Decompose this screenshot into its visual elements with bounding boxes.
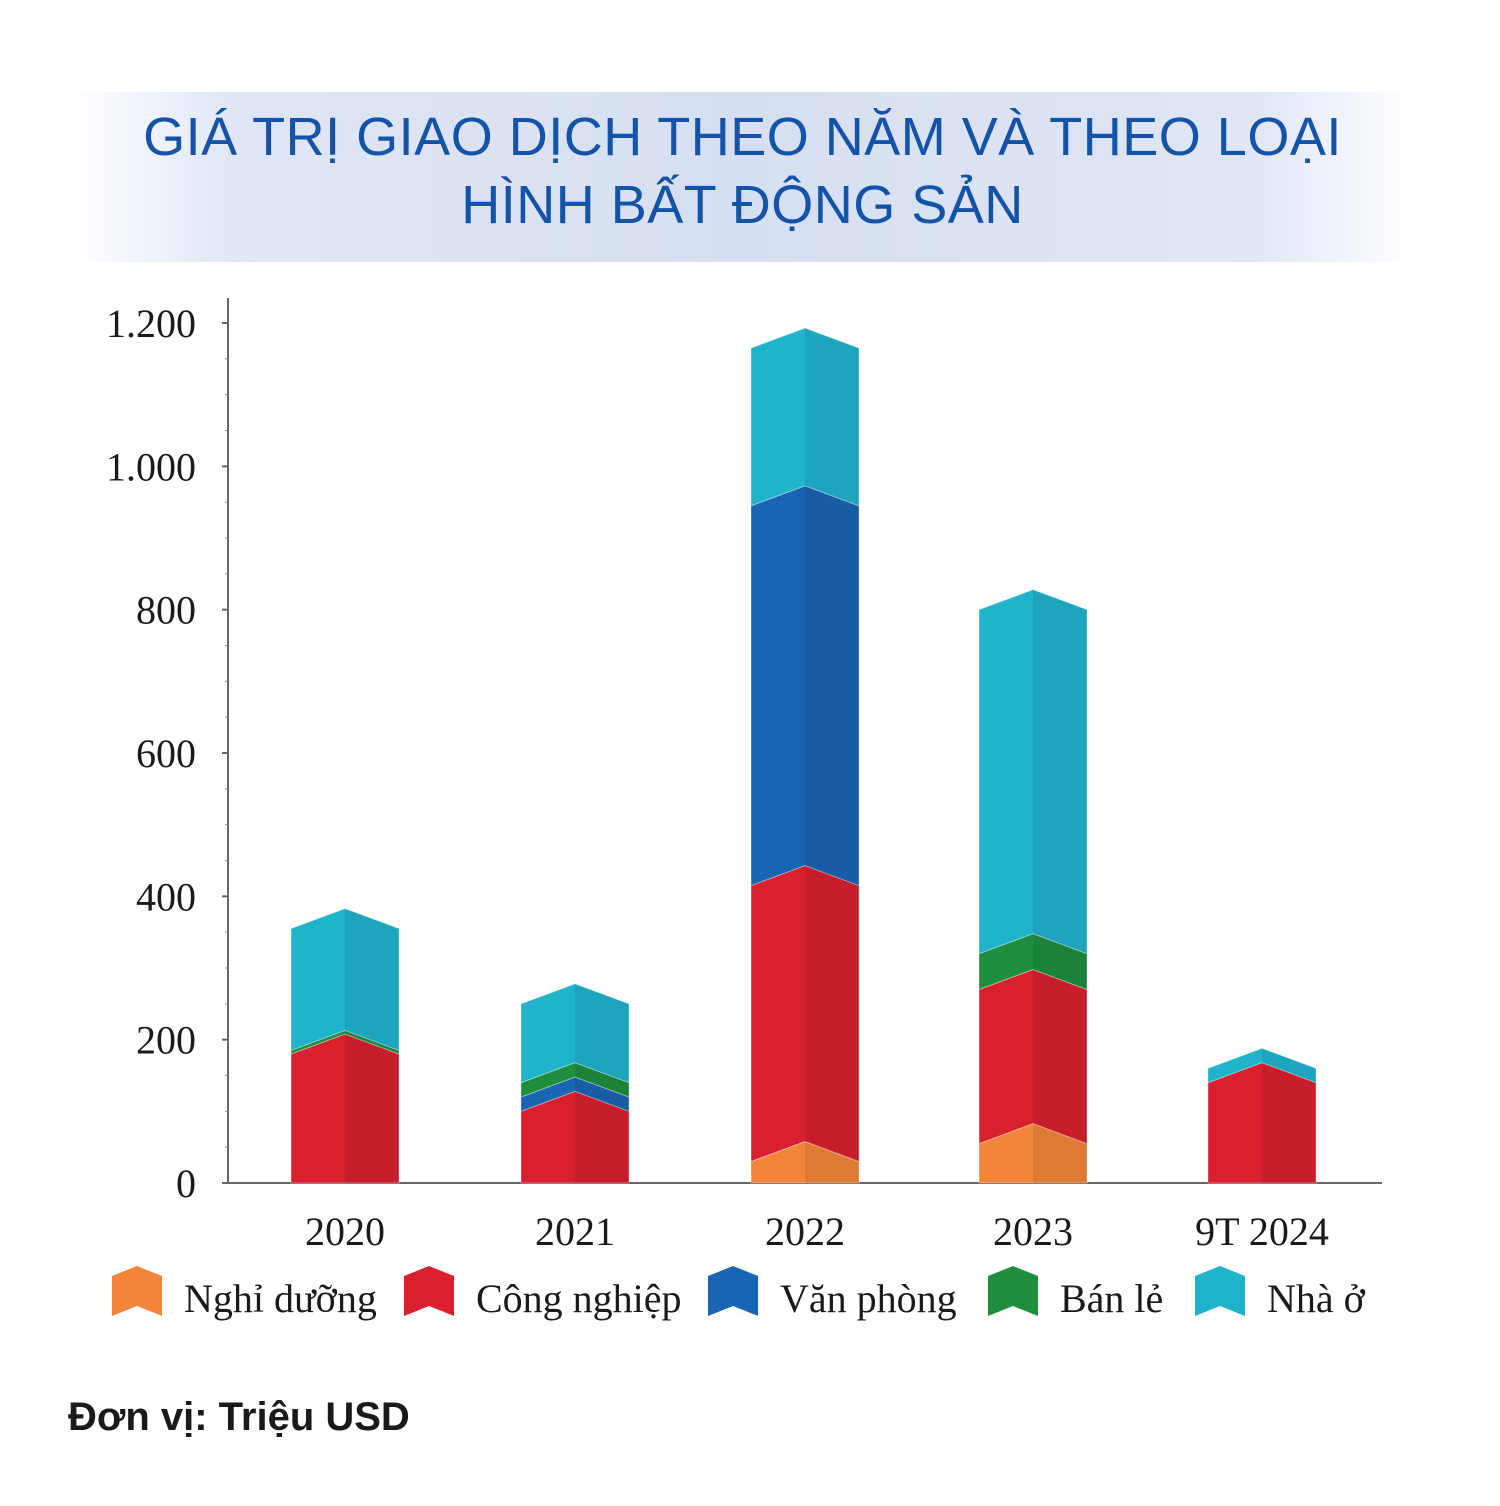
legend-swatch <box>708 1266 758 1316</box>
chart-title-band: GIÁ TRỊ GIAO DỊCH THEO NĂM VÀ THEO LOẠI … <box>70 92 1415 262</box>
bar-segment-shade <box>1033 969 1087 1144</box>
bar-segment-shade <box>805 1141 859 1183</box>
legend-label: Văn phòng <box>780 1276 957 1321</box>
y-tick-label: 1.200 <box>106 301 196 346</box>
y-tick-label: 600 <box>136 731 196 776</box>
bar-segment-shade <box>805 328 859 506</box>
bar-segment-shade <box>805 865 859 1162</box>
bar-segment-shade <box>575 1077 629 1112</box>
bar-segment-shade <box>1033 589 1087 954</box>
bar-segment <box>750 327 860 507</box>
bar-segment-shade <box>1262 1048 1316 1083</box>
bar-segment <box>978 589 1088 955</box>
bar-segment-shade <box>575 1062 629 1097</box>
y-tick-label: 0 <box>176 1161 196 1206</box>
chart-title-line-2: HÌNH BẤT ĐỘNG SẢN <box>461 175 1024 235</box>
legend-label: Bán lẻ <box>1060 1276 1163 1321</box>
x-tick-label: 2021 <box>535 1209 615 1254</box>
bar-segment <box>520 983 630 1084</box>
legend-swatch <box>112 1266 162 1316</box>
x-tick-label: 2020 <box>305 1209 385 1254</box>
bar-segment <box>290 908 400 1052</box>
bar-segment-shade <box>1033 1123 1087 1183</box>
legend-swatch <box>404 1266 454 1316</box>
y-tick-label: 200 <box>136 1018 196 1063</box>
legend-label: Công nghiệp <box>476 1276 682 1321</box>
bar-segment-shade <box>345 908 399 1051</box>
legend-label: Nghỉ dưỡng <box>184 1276 377 1321</box>
y-tick-label: 400 <box>136 874 196 919</box>
bar-segment-shade <box>575 983 629 1083</box>
bar-segment-shade <box>1262 1062 1316 1183</box>
x-tick-label: 2022 <box>765 1209 845 1254</box>
legend-label: Nhà ở <box>1267 1276 1366 1321</box>
legend-swatch <box>1195 1266 1245 1316</box>
x-tick-label: 2023 <box>993 1209 1073 1254</box>
bar-segment-shade <box>805 485 859 886</box>
bar-segment-shade <box>345 1030 399 1054</box>
x-tick-label: 9T 2024 <box>1195 1209 1329 1254</box>
y-tick-label: 800 <box>136 588 196 633</box>
bar-segment-shade <box>345 1034 399 1183</box>
unit-label: Đơn vị: Triệu USD <box>68 1395 410 1439</box>
legend-swatch <box>988 1266 1038 1316</box>
chart-title-line-1: GIÁ TRỊ GIAO DỊCH THEO NĂM VÀ THEO LOẠI <box>143 107 1342 167</box>
y-tick-label: 1.000 <box>106 444 196 489</box>
bar-segment <box>1207 1047 1317 1084</box>
bar-segment-shade <box>575 1091 629 1183</box>
bar-segment-shade <box>1033 933 1087 990</box>
